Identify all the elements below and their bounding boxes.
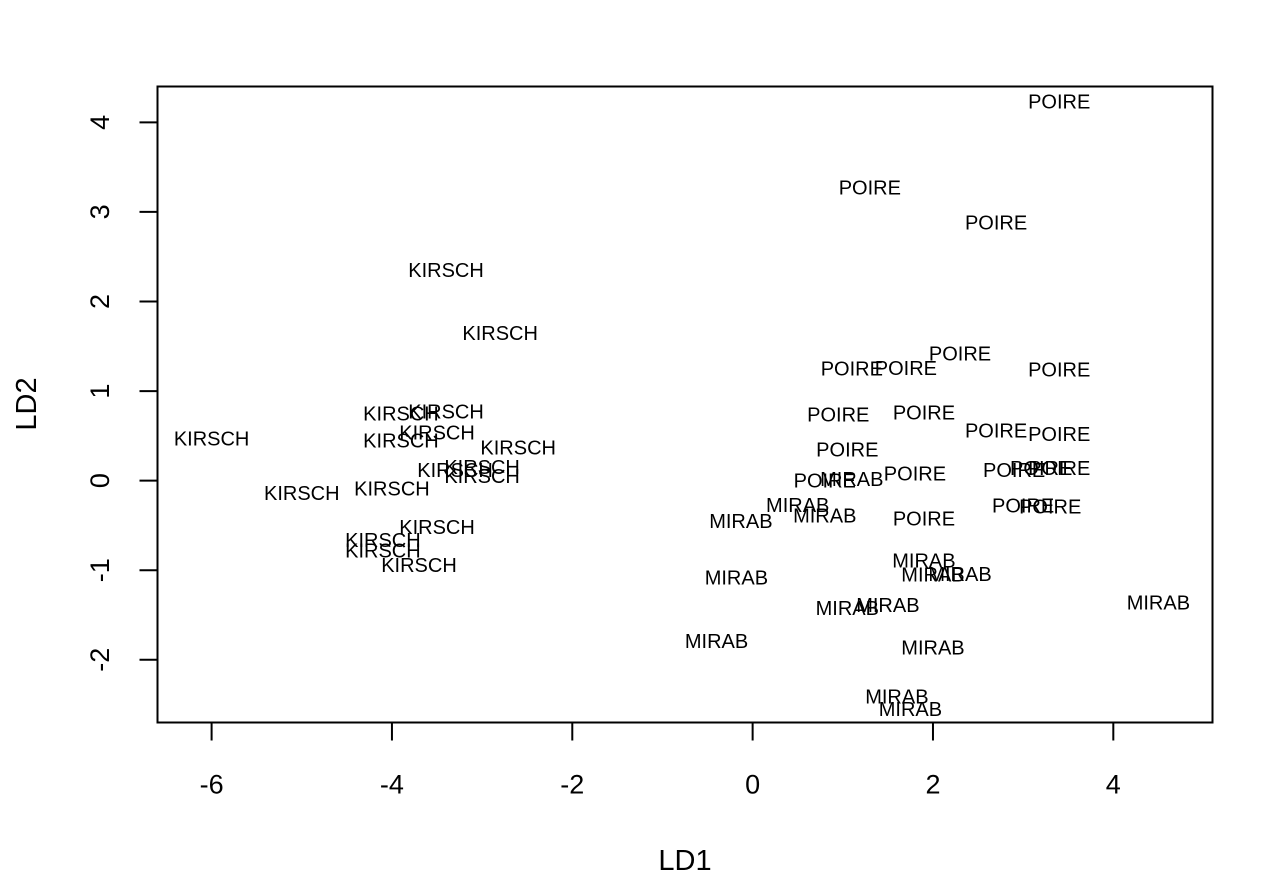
point-label-kirsch: KIRSCH (264, 483, 340, 505)
point-label-kirsch: KIRSCH (408, 260, 484, 282)
point-label-kirsch: KIRSCH (174, 429, 250, 451)
point-label-mirab: MIRAB (820, 469, 883, 491)
x-axis: -6 -4 -2 0 2 4 (200, 721, 1121, 800)
x-tick-label: -2 (560, 770, 584, 800)
point-label-poire: POIRE (884, 463, 946, 485)
point-label-poire: POIRE (839, 178, 901, 200)
point-label-poire: POIRE (807, 404, 869, 426)
y-tick-label: -1 (85, 558, 115, 582)
point-label-kirsch: KIRSCH (399, 517, 475, 539)
point-label-kirsch: KIRSCH (408, 402, 484, 424)
point-label-poire: POIRE (1028, 424, 1090, 446)
y-tick-label: 0 (85, 473, 115, 488)
point-label-kirsch: KIRSCH (444, 457, 520, 479)
point-label-kirsch: KIRSCH (345, 530, 421, 552)
y-tick-label: -2 (85, 648, 115, 672)
y-tick-label: 3 (85, 204, 115, 219)
point-label-poire: POIRE (1028, 92, 1090, 114)
point-label-poire: POIRE (821, 359, 883, 381)
point-label-mirab: MIRAB (865, 687, 928, 709)
point-label-mirab: MIRAB (705, 567, 768, 589)
point-label-kirsch: KIRSCH (417, 460, 493, 482)
point-label-poire: POIRE (1028, 458, 1090, 480)
y-tick-label: 1 (85, 384, 115, 399)
point-label-poire: POIRE (965, 420, 1027, 442)
point-label-mirab: MIRAB (1127, 592, 1190, 614)
x-tick-label: -6 (200, 770, 224, 800)
point-label-kirsch: KIRSCH (363, 430, 439, 452)
y-axis-title: LD2 (11, 377, 43, 430)
point-label-mirab: MIRAB (685, 631, 748, 653)
point-label-poire: POIRE (893, 403, 955, 425)
point-label-poire: POIRE (1019, 497, 1081, 519)
x-tick-label: 4 (1106, 770, 1121, 800)
point-label-mirab: MIRAB (901, 565, 964, 587)
point-label-mirab: MIRAB (928, 564, 991, 586)
point-label-mirab: MIRAB (856, 595, 919, 617)
point-label-kirsch: KIRSCH (444, 466, 520, 488)
y-tick-label: 4 (85, 115, 115, 130)
plot-frame (156, 85, 1214, 724)
point-label-kirsch: KIRSCH (462, 323, 538, 345)
point-label-poire: POIRE (816, 439, 878, 461)
point-label-poire: POIRE (1028, 360, 1090, 382)
point-label-mirab: MIRAB (816, 598, 879, 620)
point-label-kirsch: KIRSCH (354, 479, 430, 501)
point-label-mirab: MIRAB (766, 495, 829, 517)
y-tick-label: 2 (85, 294, 115, 309)
point-label-poire: POIRE (965, 213, 1027, 235)
point-label-kirsch: KIRSCH (399, 422, 475, 444)
point-label-poire: POIRE (893, 508, 955, 530)
point-label-mirab: MIRAB (892, 550, 955, 572)
point-label-mirab: MIRAB (901, 637, 964, 659)
point-label-kirsch: KIRSCH (363, 403, 439, 425)
point-label-kirsch: KIRSCH (480, 437, 556, 459)
point-label-poire: POIRE (1010, 458, 1072, 480)
x-tick-label: -4 (380, 770, 404, 800)
point-label-poire: POIRE (929, 343, 991, 365)
point-label-poire: POIRE (875, 358, 937, 380)
point-label-poire: POIRE (983, 460, 1045, 482)
point-label-mirab: MIRAB (879, 699, 942, 721)
x-axis-title: LD1 (658, 845, 711, 877)
point-label-poire: POIRE (992, 496, 1054, 518)
point-labels: KIRSCHKIRSCHKIRSCHKIRSCHKIRSCHKIRSCHKIRS… (174, 92, 1190, 721)
point-label-kirsch: KIRSCH (381, 555, 457, 577)
point-label-poire: POIRE (794, 471, 856, 493)
y-axis: -2 -1 0 1 2 3 4 (85, 115, 159, 672)
point-label-mirab: MIRAB (709, 511, 772, 533)
point-label-kirsch: KIRSCH (345, 541, 421, 563)
x-tick-label: 2 (925, 770, 940, 800)
x-tick-label: 0 (745, 770, 760, 800)
point-label-mirab: MIRAB (793, 506, 856, 528)
